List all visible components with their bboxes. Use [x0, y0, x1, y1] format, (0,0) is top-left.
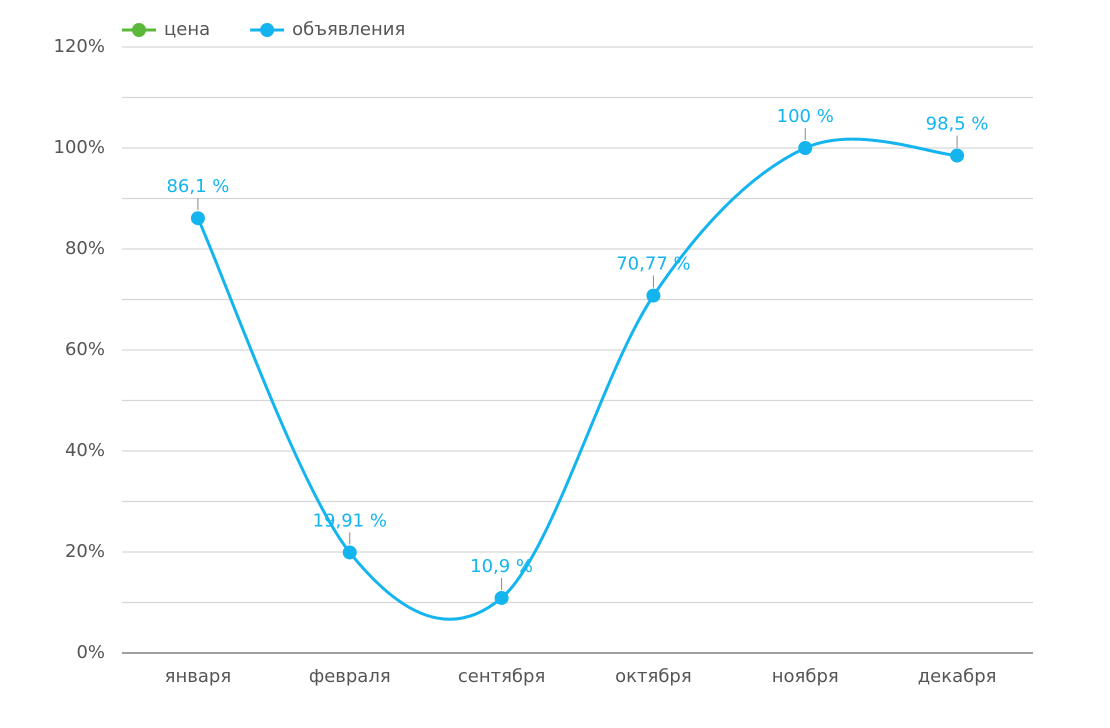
value-label: 10,9 % [470, 556, 533, 577]
legend-dot [260, 23, 275, 37]
value-label: 19,91 % [313, 510, 387, 531]
y-tick-label: 80% [65, 238, 105, 259]
y-tick-label: 120% [54, 36, 105, 57]
point [646, 288, 661, 303]
point [798, 141, 813, 155]
legend-dot [132, 23, 146, 37]
y-tick-label: 20% [65, 541, 105, 562]
y-tick-label: 100% [54, 137, 105, 158]
value-label: 70,77 % [616, 254, 690, 275]
x-tick-label: декабря [918, 666, 997, 687]
x-tick-label: октября [615, 666, 692, 687]
value-label: 100 % [777, 106, 834, 127]
value-label: 98,5 % [926, 114, 989, 135]
x-tick-label: февраля [309, 666, 391, 687]
y-tick-label: 0% [76, 642, 105, 663]
point [950, 148, 965, 163]
series-line [196, 137, 958, 621]
value-label: 86,1 % [166, 176, 229, 197]
point [342, 545, 357, 560]
legend-label: объявления [292, 19, 405, 40]
x-tick-label: ноября [772, 666, 839, 687]
point [494, 590, 509, 605]
y-tick-label: 60% [65, 339, 105, 360]
x-tick-label: января [165, 666, 232, 687]
point [190, 211, 205, 226]
legend-label: цена [164, 19, 210, 40]
x-tick-label: сентября [458, 666, 545, 687]
y-tick-label: 40% [65, 440, 105, 461]
